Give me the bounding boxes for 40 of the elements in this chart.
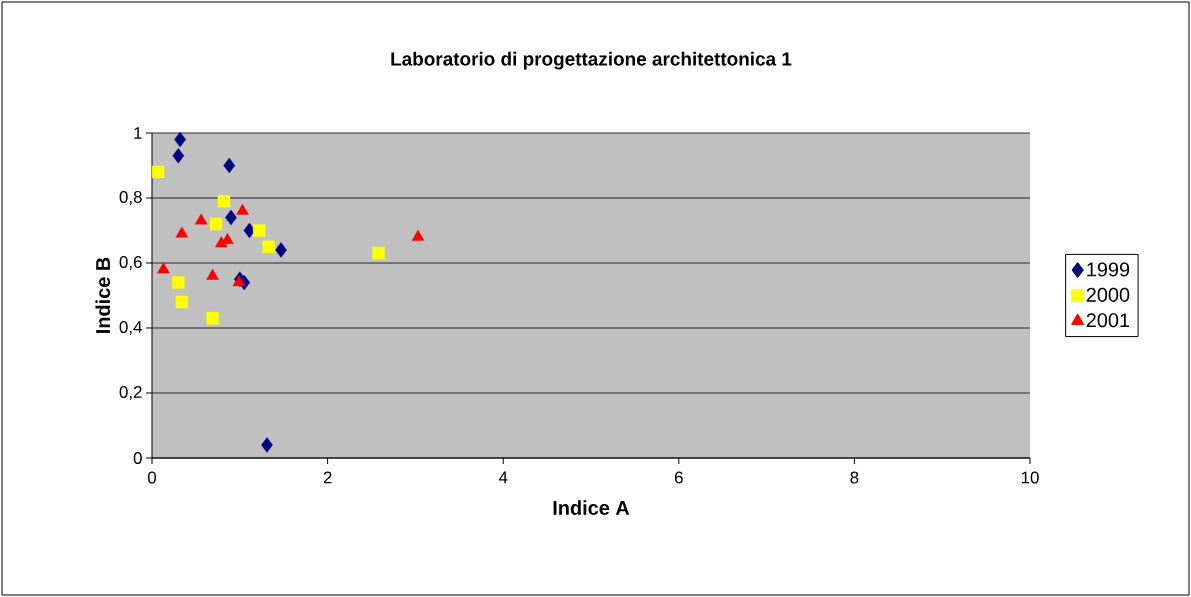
legend-label: 2000 [1086, 287, 1130, 302]
point [236, 203, 249, 215]
point [232, 275, 246, 287]
y-tick-label: 0,2 [119, 386, 142, 400]
y-tick-label: 0 [133, 452, 142, 464]
x-tick-label: 0 [147, 471, 157, 484]
x-tick-label: 8 [850, 471, 859, 484]
x-tick-label: 2 [323, 471, 332, 484]
point [194, 213, 208, 225]
point [372, 247, 385, 260]
x-axis-title: Indice A [553, 500, 630, 515]
legend-label: 1999 [1087, 262, 1130, 277]
point [151, 165, 165, 179]
point [223, 157, 236, 174]
point [209, 217, 223, 231]
point [175, 295, 189, 309]
point [172, 276, 185, 289]
y-tick-label: 0,6 [119, 256, 142, 270]
y-tick-label: 0,4 [119, 321, 142, 335]
point [172, 148, 185, 164]
point [217, 195, 231, 208]
point [174, 131, 186, 148]
point [225, 209, 237, 226]
point [206, 312, 219, 325]
point [175, 226, 189, 238]
y-tick-label: 0,8 [119, 191, 142, 205]
point [206, 268, 219, 280]
point [411, 229, 425, 241]
point [157, 262, 170, 274]
legend-label: 2001 [1086, 313, 1130, 328]
x-tick-label: 6 [674, 471, 683, 484]
chart-title: Laboratorio di progettazione architettonica 1 [391, 51, 792, 70]
x-tick-label: 4 [498, 471, 508, 484]
x-tick-label: 10 [1021, 471, 1039, 484]
point [261, 437, 273, 453]
point [252, 224, 266, 237]
point [275, 242, 287, 258]
point [262, 240, 275, 253]
y-axis-title: Indice B [95, 257, 111, 333]
y-tick-label: 1 [134, 127, 142, 139]
